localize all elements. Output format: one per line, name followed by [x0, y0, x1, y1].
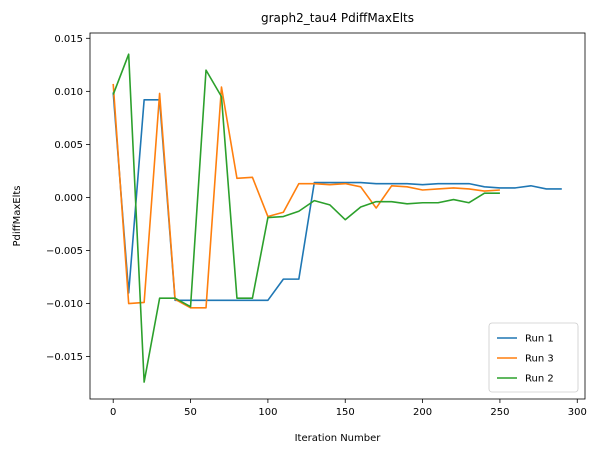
legend-label: Run 3	[525, 354, 554, 365]
axes-frame	[89, 32, 586, 400]
x-tick-label: 50	[184, 407, 197, 418]
plot-area	[112, 53, 562, 383]
x-tick-label: 150	[336, 407, 355, 418]
x-tick-label: 200	[413, 407, 432, 418]
y-tick-label: −0.005	[46, 246, 83, 257]
x-axis: 0 50 100 150 200 250 300	[110, 399, 587, 418]
y-tick-label: 0.010	[54, 87, 83, 98]
legend-label: Run 2	[525, 374, 554, 385]
x-tick-label: 250	[490, 407, 509, 418]
x-tick-label: 0	[110, 407, 116, 418]
y-tick-label: 0.005	[54, 140, 83, 151]
series-line-run-1	[112, 92, 562, 302]
x-axis-title: Iteration Number	[295, 433, 382, 444]
y-tick-label: 0.015	[54, 34, 83, 45]
y-axis: −0.015 −0.010 −0.005 0.000 0.005 0.010 0.015	[46, 34, 90, 363]
legend: Run 1 Run 3 Run 2	[488, 322, 579, 393]
y-tick-label: −0.015	[46, 352, 83, 363]
x-tick-label: 100	[258, 407, 277, 418]
series-line-run-2	[112, 53, 500, 383]
legend-label: Run 1	[525, 334, 554, 345]
y-axis-title: PdiffMaxElts	[12, 186, 23, 247]
x-tick-label: 300	[568, 407, 587, 418]
y-tick-label: 0.000	[54, 193, 83, 204]
y-tick-label: −0.010	[46, 299, 83, 310]
legend-box	[488, 322, 579, 393]
series-line-run-3	[112, 83, 500, 309]
chart-title: graph2_tau4 PdiffMaxElts	[261, 11, 414, 25]
